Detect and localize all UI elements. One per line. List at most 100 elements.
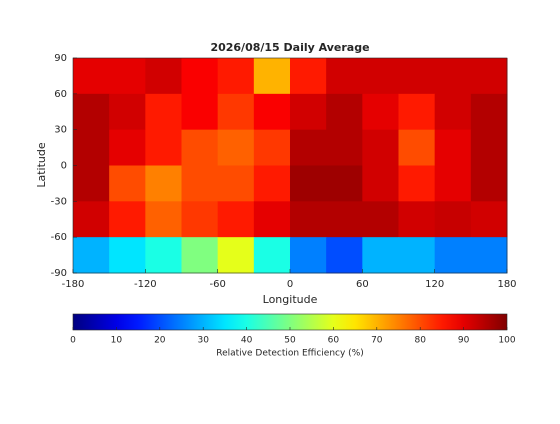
y-tick-label: -60 — [51, 232, 67, 243]
heat-cell — [253, 201, 291, 238]
colorbar-tick-label: 100 — [498, 336, 515, 346]
heat-cell — [290, 165, 327, 202]
x-tick-label: 180 — [497, 279, 516, 290]
colorbar-tick-label: 60 — [328, 336, 340, 346]
heat-cell — [362, 165, 399, 202]
colorbar-tick-label: 20 — [154, 336, 166, 346]
chart-title: 2026/08/15 Daily Average — [210, 41, 369, 54]
x-tick-label: 0 — [287, 279, 293, 290]
heat-cell — [326, 58, 363, 95]
y-tick-label: 90 — [54, 53, 67, 64]
heat-cell — [145, 165, 182, 202]
colorbar-tick-label: 90 — [458, 336, 470, 346]
heat-cell — [145, 93, 182, 131]
y-tick-label: 0 — [61, 161, 67, 172]
heat-cell — [398, 237, 436, 274]
heat-cell — [398, 165, 436, 202]
x-tick-label: -180 — [62, 279, 85, 290]
heat-cell — [253, 129, 291, 166]
x-tick-label: 60 — [356, 279, 369, 290]
heat-cell — [181, 237, 219, 274]
y-tick-label: -90 — [51, 268, 67, 279]
colorbar-tick-label: 70 — [371, 336, 383, 346]
heat-cell — [398, 58, 436, 95]
heat-cell — [109, 93, 146, 131]
heat-cell — [181, 201, 219, 238]
heat-cell — [290, 58, 327, 95]
heat-cell — [362, 93, 399, 131]
x-tick-label: -60 — [209, 279, 225, 290]
x-tick-label: 120 — [425, 279, 444, 290]
heat-cell — [290, 201, 327, 238]
heat-cell — [73, 58, 110, 95]
heat-cell — [181, 165, 219, 202]
heat-cell — [434, 93, 472, 131]
heat-cell — [217, 58, 255, 95]
heat-cell — [217, 93, 255, 131]
heat-cell — [145, 201, 182, 238]
heat-cell — [217, 201, 255, 238]
heat-cell — [109, 201, 146, 238]
heat-cell — [326, 165, 363, 202]
heat-cell — [253, 237, 291, 274]
heat-cell — [470, 129, 508, 166]
heat-cell — [362, 58, 399, 95]
heat-cell — [253, 58, 291, 95]
heat-cell — [470, 201, 508, 238]
heat-cell — [217, 237, 255, 274]
heat-cell — [362, 129, 399, 166]
y-tick-label: 30 — [54, 125, 67, 136]
heat-cell — [326, 93, 363, 131]
heat-cell — [470, 237, 508, 274]
colorbar-tick-label: 10 — [111, 336, 123, 346]
heat-cell — [109, 165, 146, 202]
heat-cell — [398, 93, 436, 131]
heat-cell — [253, 165, 291, 202]
heat-cell — [73, 129, 110, 166]
x-axis-label: Longitude — [263, 293, 318, 306]
heat-cell — [470, 165, 508, 202]
heat-cell — [253, 93, 291, 131]
heat-cell — [326, 201, 363, 238]
heat-cell — [73, 165, 110, 202]
colorbar-tick-label: 0 — [70, 336, 76, 346]
heat-cell — [73, 93, 110, 131]
heat-cell — [181, 93, 219, 131]
heat-cell — [290, 129, 327, 166]
heat-cell — [145, 58, 182, 95]
heat-cell — [470, 93, 508, 131]
heat-cell — [73, 201, 110, 238]
heat-cell — [181, 58, 219, 95]
heat-cell — [434, 129, 472, 166]
heat-cell — [326, 237, 363, 274]
y-tick-label: 60 — [54, 89, 67, 100]
heat-cell — [434, 237, 472, 274]
heat-cell — [290, 93, 327, 131]
heat-cell — [217, 129, 255, 166]
heat-cell — [434, 201, 472, 238]
heat-cell — [145, 129, 182, 166]
heat-cell — [434, 58, 472, 95]
heat-cell — [109, 129, 146, 166]
heat-cell — [145, 237, 182, 274]
heat-cell — [109, 58, 146, 95]
colorbar-tick-label: 30 — [197, 336, 209, 346]
colorbar-label: Relative Detection Efficiency (%) — [216, 349, 364, 359]
y-axis-label: Latitude — [35, 142, 48, 188]
heat-cell — [73, 237, 110, 274]
heat-cell — [109, 237, 146, 274]
heat-cell — [398, 129, 436, 166]
heat-cell — [217, 165, 255, 202]
heat-cell — [181, 129, 219, 166]
colorbar-tick-label: 50 — [284, 336, 296, 346]
heat-cell — [326, 129, 363, 166]
heat-cell — [434, 165, 472, 202]
heat-cell — [362, 201, 399, 238]
heat-cell — [290, 237, 327, 274]
x-tick-label: -120 — [134, 279, 157, 290]
colorbar-tick-label: 40 — [241, 336, 253, 346]
heat-cell — [362, 237, 399, 274]
y-tick-label: -30 — [51, 196, 67, 207]
colorbar-tick-label: 80 — [414, 336, 426, 346]
